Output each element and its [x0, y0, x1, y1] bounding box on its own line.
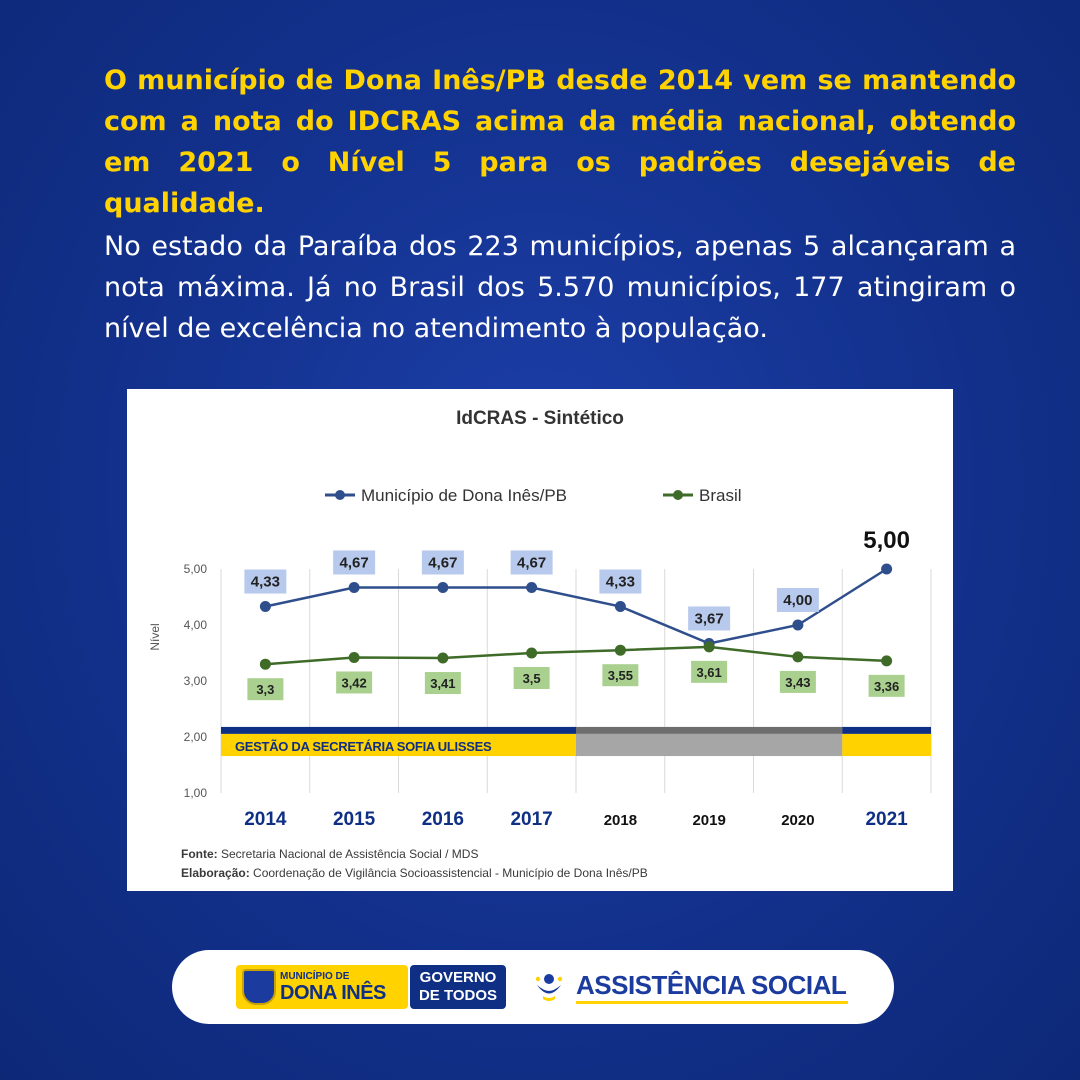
- x-tick-label: 2021: [865, 809, 908, 830]
- brasil-point: [703, 641, 715, 653]
- brasil-point: [437, 652, 449, 664]
- brasil-label-box: [513, 667, 550, 689]
- y-tick-label: 4,00: [184, 618, 208, 632]
- x-tick-label: 2018: [604, 812, 637, 829]
- y-tick-label: 2,00: [184, 730, 208, 744]
- dona-ines-point: [259, 601, 271, 613]
- legend-marker: [335, 490, 345, 500]
- band-gray: [576, 733, 843, 757]
- dona-ines-label-box: [421, 550, 464, 575]
- chart-title: IdCRAS - Sintético: [456, 408, 624, 429]
- band-stripe-darkgray: [576, 726, 843, 734]
- y-axis-label: Nível: [148, 623, 162, 650]
- brasil-data-label: 3,55: [608, 668, 633, 683]
- dona-ines-point: [881, 563, 893, 575]
- brasil-data-label: 3,3: [256, 682, 274, 697]
- assistencia-icon: [535, 974, 563, 1001]
- municipio-logo: MUNICÍPIO DE DONA INÊS: [236, 965, 408, 1009]
- dona-ines-label-box: [776, 588, 819, 612]
- band-yellow: [842, 733, 931, 757]
- chart-card: IdCRAS - Sintético Município de Dona Inês…: [127, 389, 953, 891]
- brasil-data-label: 3,43: [785, 675, 810, 690]
- assistencia-social-label: ASSISTÊNCIA SOCIAL: [576, 970, 847, 1000]
- dona-ines-point: [437, 581, 449, 593]
- legend-marker: [673, 490, 683, 500]
- x-tick-label: 2016: [422, 809, 464, 830]
- brasil-data-label: 3,61: [696, 665, 721, 680]
- dona-ines-point: [526, 581, 538, 593]
- crest-icon: [242, 969, 276, 1005]
- brasil-line: [265, 645, 887, 666]
- gov-line1: GOVERNO: [419, 969, 497, 986]
- dona-ines-data-label: 4,67: [340, 554, 369, 571]
- dona-ines-label-box: [599, 569, 642, 594]
- y-tick-label: 1,00: [184, 786, 208, 800]
- dona-ines-label-box: [688, 606, 731, 631]
- source-text: Secretaria Nacional de Assistência Socia…: [221, 847, 479, 861]
- band-label: GESTÃO DA SECRETÁRIA SOFIA ULISSES: [235, 739, 492, 754]
- brasil-label-box: [336, 671, 373, 694]
- municipio-name: DONA INÊS: [280, 982, 386, 1004]
- gov-line2: DE TODOS: [418, 987, 498, 1004]
- brasil-label-box: [602, 664, 639, 687]
- footer-bar: MUNICÍPIO DE DONA INÊS GOVERNO DE TODOS …: [172, 950, 894, 1024]
- legend-label: Município de Dona Inês/PB: [361, 486, 567, 505]
- governo-logo: GOVERNO DE TODOS: [410, 965, 506, 1009]
- dona-ines-label-box: [333, 550, 376, 575]
- dona-ines-data-label: 4,67: [428, 554, 457, 571]
- brasil-data-label: 3,41: [430, 676, 455, 691]
- brasil-point: [792, 651, 804, 663]
- source-label: Fonte:: [181, 847, 218, 861]
- dona-ines-point: [614, 601, 626, 613]
- band-yellow: [221, 733, 576, 757]
- dona-ines-point: [348, 581, 360, 593]
- dona-ines-data-label: 3,67: [695, 610, 724, 627]
- dona-ines-data-label: 4,33: [606, 574, 635, 591]
- y-tick-label: 5,00: [184, 562, 208, 576]
- credit-label: Elaboração:: [181, 866, 250, 880]
- x-tick-label: 2019: [692, 812, 725, 829]
- brasil-label-box: [691, 660, 728, 683]
- x-tick-label: 2017: [510, 809, 552, 830]
- assistencia-underline: [576, 1001, 848, 1004]
- intro-highlight: O município de Dona Inês/PB desde 2014 v…: [104, 65, 1016, 219]
- brasil-label-box: [247, 678, 284, 701]
- dona-ines-data-label: 4,33: [251, 574, 280, 591]
- dona-ines-data-label: 4,67: [517, 554, 546, 571]
- brasil-label-box: [868, 674, 905, 697]
- credit-text: Coordenação de Vigilância Socioassistenc…: [253, 866, 648, 880]
- brasil-point: [881, 655, 893, 667]
- y-tick-label: 3,00: [184, 674, 208, 688]
- dona-ines-data-label: 5,00: [863, 527, 910, 554]
- dona-ines-label-box: [244, 569, 287, 594]
- intro-body: No estado da Paraíba dos 223 municípios,…: [104, 231, 1016, 344]
- dona-ines-label-box: [510, 550, 553, 575]
- brasil-label-box: [424, 672, 461, 695]
- band-stripe-navy: [221, 726, 576, 734]
- intro-text: O município de Dona Inês/PB desde 2014 v…: [68, 60, 1016, 349]
- brasil-point: [526, 647, 538, 659]
- dona-ines-data-label: 4,00: [783, 592, 812, 609]
- band-stripe-navy: [842, 726, 931, 734]
- dona-ines-point: [792, 619, 804, 631]
- idcras-chart: IdCRAS - Sintético Município de Dona Inês…: [148, 408, 932, 830]
- brasil-data-label: 3,42: [341, 675, 366, 690]
- dona-ines-line: [265, 567, 888, 645]
- x-tick-label: 2015: [333, 809, 376, 830]
- brasil-label-box: [779, 670, 816, 693]
- chart-credit: Elaboração: Coordenação de Vigilância So…: [181, 866, 648, 880]
- x-tick-label: 2014: [244, 809, 287, 830]
- municipio-small-text: MUNICÍPIO DE: [280, 971, 350, 982]
- chart-source: Fonte: Secretaria Nacional de Assistênci…: [181, 847, 478, 861]
- brasil-point: [259, 658, 271, 670]
- brasil-data-label: 3,36: [874, 679, 899, 694]
- x-tick-label: 2020: [781, 812, 814, 829]
- brasil-data-label: 3,5: [523, 671, 541, 686]
- brasil-point: [614, 644, 626, 656]
- brasil-point: [348, 651, 360, 663]
- legend-label: Brasil: [699, 486, 742, 505]
